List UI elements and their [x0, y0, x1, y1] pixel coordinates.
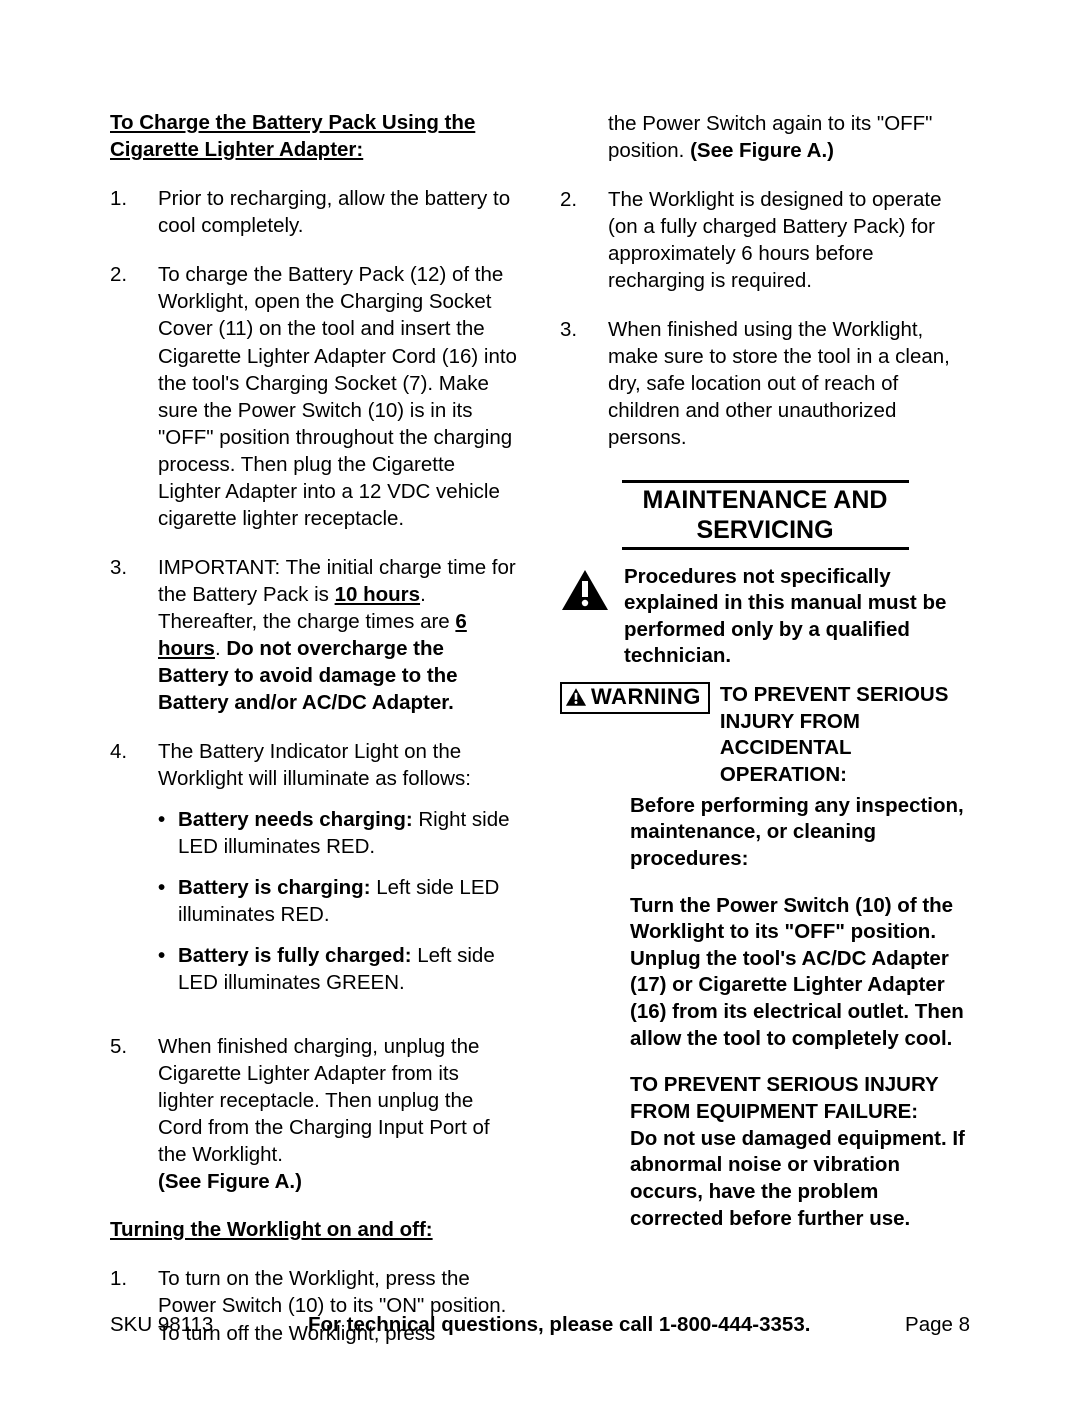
text: When finished charging, unplug the Cigar…: [158, 1035, 490, 1166]
text-bold: (See Figure A.): [690, 139, 834, 162]
list-item: When finished charging, unplug the Cigar…: [110, 1033, 520, 1195]
footer-sku: SKU 98113: [110, 1313, 213, 1337]
left-column: To Charge the Battery Pack Using the Cig…: [110, 110, 520, 1369]
text: TO PREVENT SERIOUS INJURY FROM ACCIDENTA…: [720, 683, 949, 786]
warning-body: Before performing any inspection, mainte…: [630, 793, 970, 1233]
text-bold: Battery is fully charged:: [178, 944, 412, 967]
bullet-item: Battery is fully charged: Left side LED …: [158, 942, 520, 996]
text: The Battery Indicator Light on the Workl…: [158, 740, 471, 790]
text-bold-underline: 10 hours: [335, 583, 420, 606]
list-item-body: The Battery Indicator Light on the Workl…: [158, 738, 520, 1010]
bullet-item: Battery is charging: Left side LED illum…: [158, 874, 520, 928]
maintenance-heading: MAINTENANCE AND SERVICING: [622, 480, 909, 550]
warning-badge: WARNING: [560, 682, 710, 714]
warning-triangle-icon: [565, 687, 587, 707]
charge-steps-list: Prior to recharging, allow the battery t…: [110, 185, 520, 1195]
warning-para: Before performing any inspection, mainte…: [630, 793, 970, 873]
caution-row: Procedures not specifically explained in…: [560, 564, 970, 671]
list-item: When finished using the Worklight, make …: [560, 316, 970, 451]
list-item: IMPORTANT: The initial charge time for t…: [110, 554, 520, 716]
list-item: The Worklight is designed to operate (on…: [560, 186, 970, 294]
onoff-steps-continued: The Worklight is designed to operate (on…: [560, 186, 970, 451]
text: TO PREVENT SERIOUS INJURY FROM EQUIPMENT…: [630, 1073, 938, 1123]
list-item-body: When finished using the Worklight, make …: [608, 316, 970, 451]
list-item-body: Prior to recharging, allow the battery t…: [158, 185, 520, 239]
list-item: The Battery Indicator Light on the Workl…: [110, 738, 520, 1010]
list-item-body: The Worklight is designed to operate (on…: [608, 186, 970, 294]
text: Do not use damaged equipment. If abnorma…: [630, 1127, 965, 1230]
text-bold: Battery is charging:: [178, 876, 371, 899]
list-item-body: IMPORTANT: The initial charge time for t…: [158, 554, 520, 716]
text-bold: Battery needs charging:: [178, 808, 413, 831]
list-item-body: When finished charging, unplug the Cigar…: [158, 1033, 520, 1195]
section-heading-onoff: Turning the Worklight on and off:: [110, 1217, 520, 1244]
warning-para: Turn the Power Switch (10) of the Workli…: [630, 893, 970, 1053]
footer-support: For technical questions, please call 1-8…: [308, 1313, 810, 1337]
list-item: Prior to recharging, allow the battery t…: [110, 185, 520, 239]
caution-text: Procedures not specifically explained in…: [624, 564, 970, 671]
bullet-item: Battery needs charging: Right side LED i…: [158, 806, 520, 860]
page-content: To Charge the Battery Pack Using the Cig…: [0, 0, 1080, 1409]
right-column: the Power Switch again to its "OFF" posi…: [560, 110, 970, 1369]
footer: SKU 98113 For technical questions, pleas…: [110, 1313, 970, 1337]
list-item: To charge the Battery Pack (12) of the W…: [110, 261, 520, 531]
continuation-text: the Power Switch again to its "OFF" posi…: [608, 110, 970, 164]
warning-header-row: WARNING TO PREVENT SERIOUS INJURY FROM A…: [560, 682, 970, 789]
indicator-bullets: Battery needs charging: Right side LED i…: [158, 806, 520, 996]
list-item-body: To charge the Battery Pack (12) of the W…: [158, 261, 520, 531]
warning-label: WARNING: [591, 683, 701, 712]
section-heading-charge: To Charge the Battery Pack Using the Cig…: [110, 110, 520, 163]
text-bold: (See Figure A.): [158, 1170, 302, 1193]
warning-para: TO PREVENT SERIOUS INJURY FROM EQUIPMENT…: [630, 1072, 970, 1232]
warning-intro: TO PREVENT SERIOUS INJURY FROM ACCIDENTA…: [720, 682, 970, 789]
caution-triangle-icon: [560, 568, 610, 612]
text: .: [215, 637, 226, 660]
footer-page: Page 8: [905, 1313, 970, 1337]
